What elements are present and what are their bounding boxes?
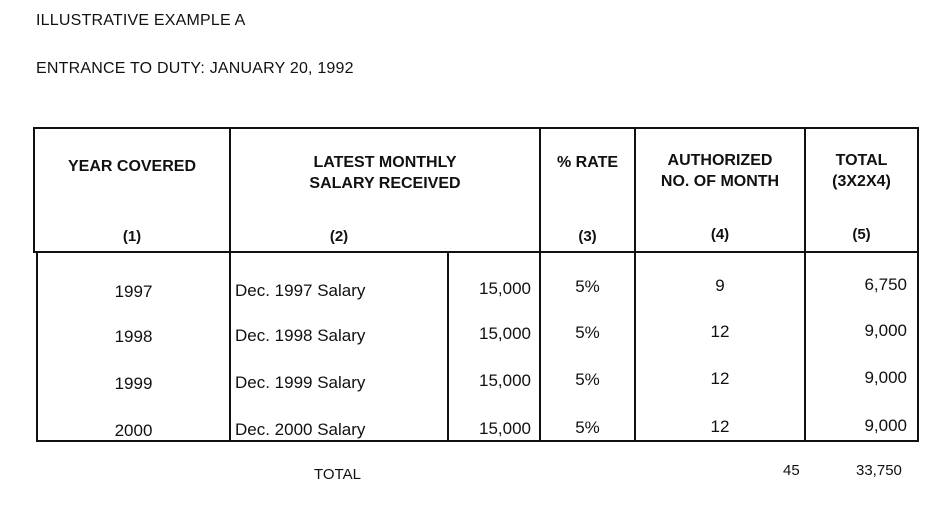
table-right-border xyxy=(917,127,919,442)
footer-grand-total: 33,750 xyxy=(856,462,902,479)
column-divider-4 xyxy=(804,127,806,442)
table-left-border xyxy=(33,127,35,253)
header-year-covered: YEAR COVERED xyxy=(67,158,197,175)
header-number-3: (3) xyxy=(578,228,597,245)
cell-year: 1998 xyxy=(114,327,153,346)
header-total: TOTAL (3X2X4) xyxy=(832,152,891,190)
table-bottom-border xyxy=(36,440,919,442)
cell-months: 12 xyxy=(710,417,730,436)
footer-total-label: TOTAL xyxy=(314,466,361,483)
header-number-2: (2) xyxy=(329,228,349,245)
header-number-1: (1) xyxy=(122,228,142,245)
cell-year: 2000 xyxy=(114,421,153,440)
header-number-5: (5) xyxy=(852,226,871,243)
cell-months: 12 xyxy=(710,322,730,341)
cell-salary-description: Dec. 2000 Salary xyxy=(235,420,366,439)
cell-months: 9 xyxy=(715,276,725,295)
cell-total: 9,000 xyxy=(864,321,907,340)
cell-salary-amount: 15,000 xyxy=(479,419,531,438)
table-top-border xyxy=(33,127,919,129)
cell-salary-amount: 15,000 xyxy=(479,371,531,390)
cell-rate: 5% xyxy=(575,370,600,389)
column-divider-1 xyxy=(229,127,231,442)
cell-salary-amount: 15,000 xyxy=(479,324,531,343)
cell-total: 6,750 xyxy=(864,275,907,294)
column-divider-2a xyxy=(447,251,449,442)
footer-total-months: 45 xyxy=(783,462,800,479)
cell-total: 9,000 xyxy=(864,368,907,387)
table-left-border-lower xyxy=(36,251,38,442)
cell-salary-description: Dec. 1998 Salary xyxy=(235,326,366,345)
cell-salary-amount: 15,000 xyxy=(479,279,531,298)
cell-rate: 5% xyxy=(575,323,600,342)
entrance-to-duty-line: ENTRANCE TO DUTY: JANUARY 20, 1992 xyxy=(36,60,354,77)
column-divider-3 xyxy=(634,127,636,442)
document-title: ILLUSTRATIVE EXAMPLE A xyxy=(36,12,246,29)
cell-total: 9,000 xyxy=(864,416,907,435)
cell-year: 1999 xyxy=(114,374,153,393)
header-latest-monthly-salary: LATEST MONTHLY SALARY RECEIVED xyxy=(309,154,461,192)
cell-rate: 5% xyxy=(575,418,600,437)
column-divider-2 xyxy=(539,127,541,442)
cell-salary-description: Dec. 1999 Salary xyxy=(235,373,366,392)
header-authorized-months: AUTHORIZED NO. OF MONTH xyxy=(660,152,780,190)
header-number-4: (4) xyxy=(710,226,730,243)
cell-salary-description: Dec. 1997 Salary xyxy=(235,281,366,300)
cell-months: 12 xyxy=(710,369,730,388)
cell-rate: 5% xyxy=(575,277,600,296)
header-bottom-border xyxy=(33,251,919,253)
header-rate: % RATE xyxy=(556,154,619,171)
cell-year: 1997 xyxy=(114,282,153,301)
